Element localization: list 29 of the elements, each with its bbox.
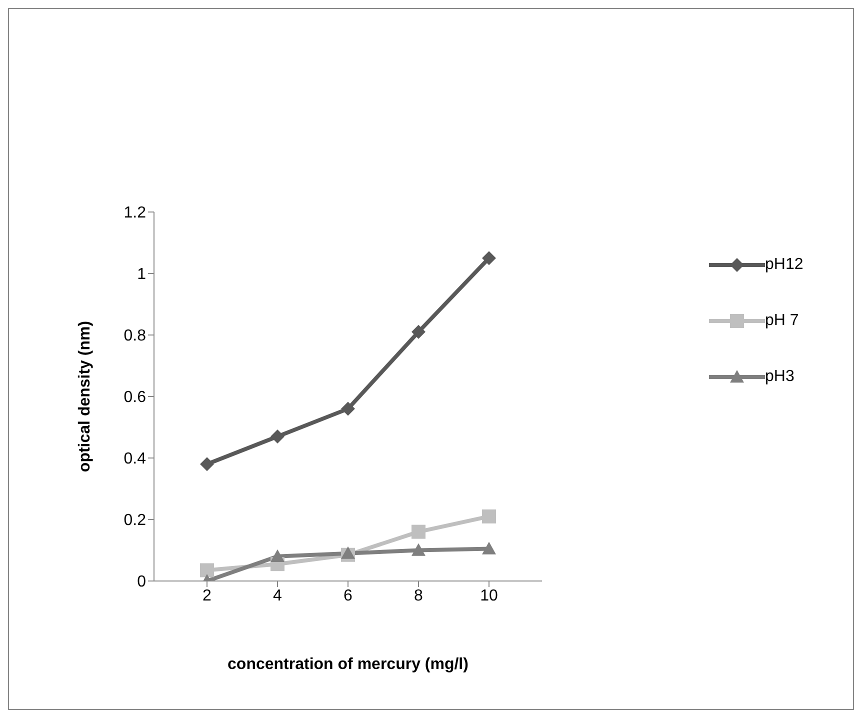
point <box>200 457 214 472</box>
y-tick-label: 0.4 <box>124 450 146 468</box>
x-tick-label: 10 <box>480 587 498 604</box>
x-tick-label: 6 <box>344 587 353 604</box>
point <box>482 251 496 266</box>
y-tick-label: 0.8 <box>124 328 146 345</box>
point <box>270 549 284 562</box>
point <box>482 542 496 554</box>
point <box>412 324 426 339</box>
legend-label: pH 7 <box>765 312 799 330</box>
x-tick-label: 4 <box>273 587 282 604</box>
y-tick-label: 0.6 <box>124 389 146 406</box>
y-tick-label: 0.2 <box>124 512 146 530</box>
y-tick-label: 1 <box>137 266 146 284</box>
y-tick-label: 0 <box>137 574 146 591</box>
y-axis-title: optical density (nm) <box>76 320 94 472</box>
point <box>200 563 214 578</box>
x-tick-label: 2 <box>202 587 212 604</box>
point <box>412 524 426 539</box>
point <box>341 402 355 416</box>
point <box>482 509 496 524</box>
point <box>341 546 355 559</box>
legend-label: pH12 <box>765 256 804 274</box>
y-tick-label: 1.2 <box>124 204 146 222</box>
x-axis-title: concentration of mercury (mg/l) <box>228 656 468 673</box>
x-tick-label: 8 <box>414 587 424 604</box>
point <box>270 429 284 444</box>
legend-label: pH3 <box>765 368 794 386</box>
point <box>412 543 426 556</box>
